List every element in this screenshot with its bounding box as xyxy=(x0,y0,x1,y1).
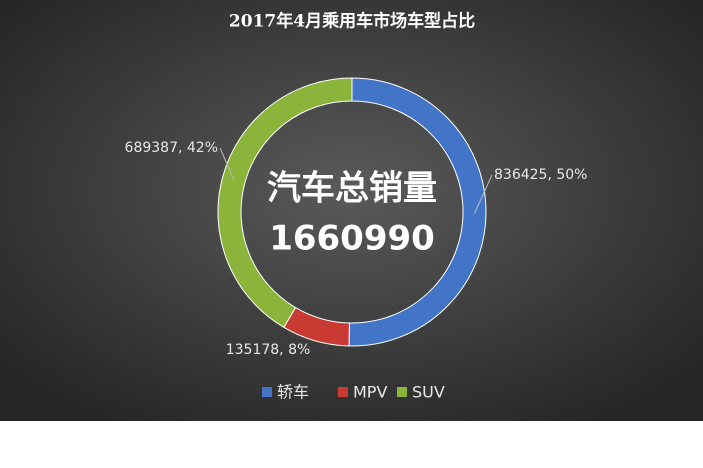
leader-line xyxy=(219,147,235,180)
center-title: 汽车总销量 xyxy=(267,169,437,209)
data-label: 689387, 42% xyxy=(125,140,218,156)
legend-swatch xyxy=(397,387,407,397)
chart-title: 2017年4月乘用车市场车型占比 xyxy=(229,11,475,32)
legend-label: MPV xyxy=(353,383,387,402)
legend-label: 轿车 xyxy=(277,383,309,402)
chart-background xyxy=(0,0,703,421)
legend-swatch xyxy=(262,387,272,397)
data-label: 836425, 50% xyxy=(494,167,587,183)
legend-swatch xyxy=(338,387,348,397)
donut-slice xyxy=(217,77,353,329)
leader-line xyxy=(474,174,493,214)
legend-label: SUV xyxy=(412,383,445,402)
center-value: 1660990 xyxy=(269,219,435,259)
data-label: 135178, 8% xyxy=(226,342,311,358)
